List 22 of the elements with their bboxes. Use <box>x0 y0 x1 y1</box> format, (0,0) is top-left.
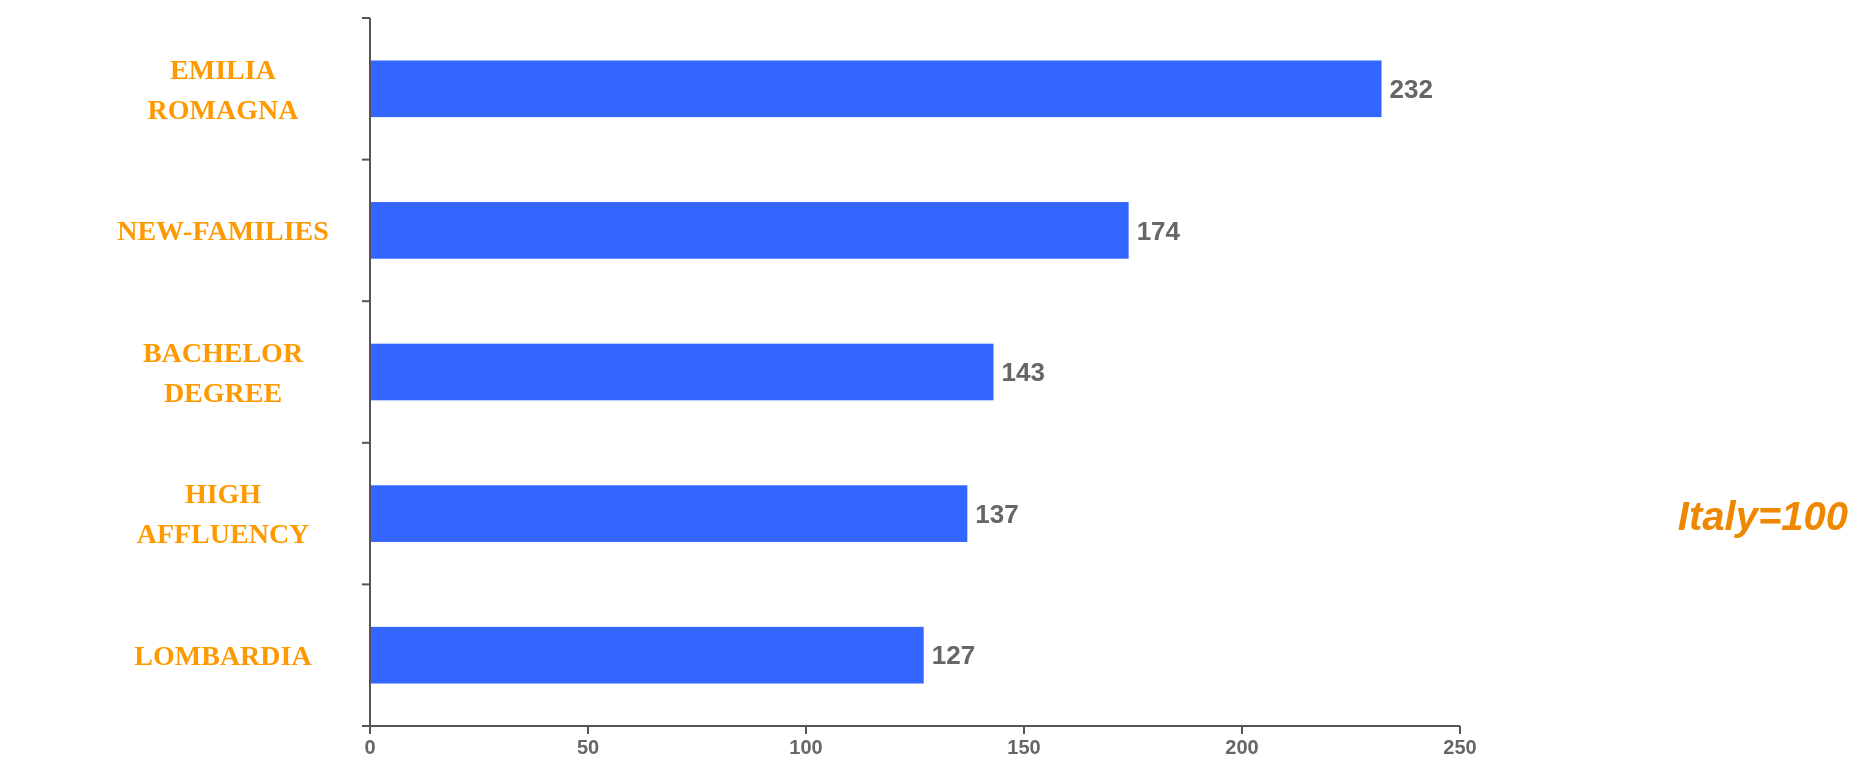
x-tick-label: 100 <box>789 736 823 758</box>
text: Italy=100 <box>1677 494 1848 538</box>
data-label: 143 <box>1001 357 1045 388</box>
x-tick-label: 150 <box>1007 736 1041 758</box>
y-tick-label: LOMBARDIA <box>134 640 313 671</box>
y-tick-label: NEW-FAMILIES <box>117 215 329 247</box>
data-label: 174 <box>1136 215 1181 246</box>
y-tick-label: BACHELOR DEGREE <box>142 336 304 408</box>
data-label: 232 <box>1389 73 1433 104</box>
bar <box>370 60 1382 118</box>
x-tick-label: 0 <box>364 736 376 758</box>
data-label: 127 <box>931 640 976 671</box>
x-tick-label: 250 <box>1443 736 1477 758</box>
data-label: 137 <box>975 498 1019 529</box>
y-tick-label: HIGH AFFLUENCY <box>136 478 310 550</box>
bar <box>370 626 924 684</box>
x-tick-label: 200 <box>1225 736 1259 758</box>
bar <box>370 485 968 542</box>
y-tick-label: EMILIA ROMAGNA <box>147 53 300 125</box>
bar <box>370 343 994 401</box>
bar <box>370 202 1129 259</box>
x-tick-label: 50 <box>576 736 600 758</box>
